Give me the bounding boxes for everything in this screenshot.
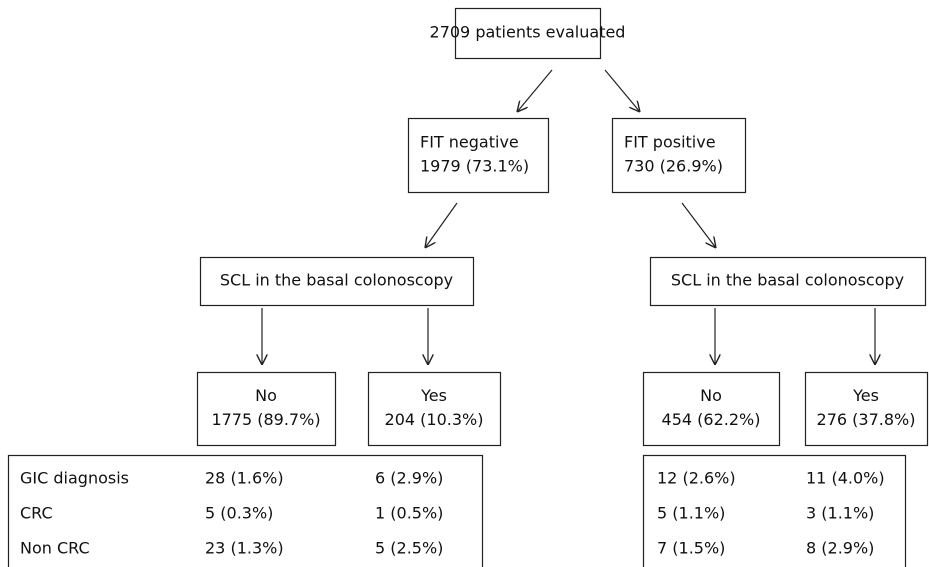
- node-count: 1979 (73.1%): [420, 157, 529, 176]
- table-box: [642, 454, 907, 567]
- table-cell: 5 (1.1%): [657, 504, 725, 523]
- node-count: 730 (26.9%): [624, 157, 723, 176]
- table-cell: 7 (1.5%): [657, 539, 725, 558]
- node-box: [367, 371, 502, 447]
- node-label: FIT positive: [624, 133, 716, 152]
- node-label: SCL in the basal colonoscopy: [671, 271, 904, 290]
- node-count: 204 (10.3%): [385, 410, 484, 429]
- table-cell: 8 (2.9%): [806, 539, 874, 558]
- node-box: [642, 371, 781, 447]
- table-cell: Non CRC: [20, 539, 90, 558]
- table-cell: 6 (2.9%): [375, 469, 443, 488]
- arrow: [681, 202, 716, 248]
- table-cell: 1 (0.5%): [375, 504, 443, 523]
- table-cell: 11 (4.0%): [806, 469, 885, 488]
- table-cell: GIC diagnosis: [20, 469, 129, 488]
- node-label: No: [255, 386, 277, 405]
- arrow: [517, 69, 553, 112]
- arrow: [425, 202, 458, 248]
- arrows: [262, 69, 875, 365]
- table-cell: 12 (2.6%): [657, 469, 736, 488]
- table-cell: 5 (0.3%): [205, 504, 273, 523]
- table-cell: 3 (1.1%): [806, 504, 874, 523]
- node-box: [649, 256, 927, 307]
- table-box: [7, 454, 484, 567]
- node-count: 454 (62.2%): [662, 410, 761, 429]
- node-label: 2709 patients evaluated: [430, 23, 626, 42]
- node-box: [454, 7, 602, 60]
- node-label: Yes: [420, 386, 447, 405]
- node-label: SCL in the basal colonoscopy: [220, 271, 453, 290]
- node-count: 1775 (89.7%): [211, 410, 320, 429]
- table-cell: CRC: [20, 504, 53, 523]
- node-box: [199, 256, 475, 307]
- arrow: [604, 69, 640, 112]
- node-box: [611, 117, 747, 194]
- node-box: [804, 371, 929, 447]
- table-cell: 23 (1.3%): [205, 539, 284, 558]
- table-cell: 28 (1.6%): [205, 469, 284, 488]
- node-label: Yes: [852, 386, 879, 405]
- node-box: [196, 371, 337, 447]
- table-cell: 5 (2.5%): [375, 539, 443, 558]
- node-label: No: [700, 386, 722, 405]
- node-count: 276 (37.8%): [817, 410, 916, 429]
- node-label: FIT negative: [420, 133, 519, 152]
- node-box: [407, 117, 550, 194]
